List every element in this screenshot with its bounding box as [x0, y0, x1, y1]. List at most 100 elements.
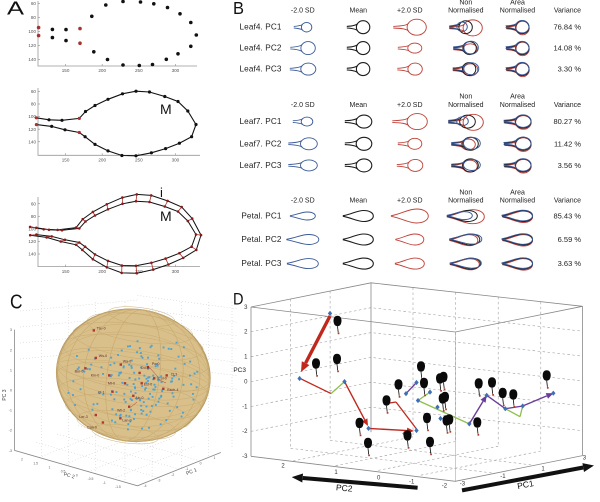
- svg-text:Area: Area: [510, 0, 525, 6]
- svg-text:-2: -2: [9, 429, 12, 433]
- svg-text:80: 80: [31, 102, 37, 107]
- svg-text:150: 150: [62, 158, 70, 163]
- svg-text:C: C: [10, 292, 23, 314]
- svg-text:Petal. PC3: Petal. PC3: [241, 259, 281, 268]
- svg-text:3: 3: [10, 328, 12, 332]
- svg-text:Normalised: Normalised: [500, 198, 536, 205]
- svg-text:Kin-0: Kin-0: [91, 373, 99, 377]
- svg-text:Leaf4. PC3: Leaf4. PC3: [240, 65, 282, 74]
- svg-text:60: 60: [31, 89, 37, 94]
- svg-text:Petal. PC2: Petal. PC2: [241, 235, 281, 244]
- svg-text:-1: -1: [242, 404, 248, 410]
- svg-text:Cvi-0: Cvi-0: [141, 366, 149, 370]
- svg-text:150: 150: [62, 68, 70, 73]
- svg-text:-1: -1: [500, 474, 506, 480]
- svg-text:-2: -2: [171, 473, 174, 477]
- svg-text:Lan-0: Lan-0: [122, 418, 131, 422]
- svg-text:M: M: [160, 208, 172, 224]
- svg-text:-4: -4: [143, 484, 146, 488]
- svg-text:-2.0 SD: -2.0 SD: [291, 102, 315, 109]
- svg-text:1: 1: [48, 465, 50, 469]
- svg-text:Normalised: Normalised: [500, 8, 536, 15]
- svg-text:300: 300: [172, 158, 180, 163]
- svg-text:Mean: Mean: [350, 8, 368, 15]
- svg-text:1: 1: [214, 456, 216, 460]
- svg-text:300: 300: [172, 269, 180, 274]
- svg-text:PC3: PC3: [233, 367, 246, 374]
- svg-text:1: 1: [10, 368, 12, 372]
- svg-text:Col-0: Col-0: [158, 376, 167, 380]
- svg-text:140: 140: [28, 139, 36, 144]
- svg-text:80: 80: [31, 15, 37, 20]
- svg-text:D: D: [233, 291, 244, 309]
- svg-text:A: A: [7, 0, 24, 18]
- svg-text:150: 150: [62, 269, 70, 274]
- svg-text:Mean: Mean: [350, 198, 368, 205]
- svg-text:Normalised: Normalised: [448, 8, 484, 15]
- svg-text:Leaf4. PC1: Leaf4. PC1: [240, 23, 282, 32]
- svg-text:120: 120: [28, 239, 36, 244]
- svg-text:14.08 %: 14.08 %: [553, 44, 581, 53]
- svg-text:60: 60: [31, 1, 37, 6]
- svg-text:Po-0: Po-0: [152, 362, 160, 366]
- svg-text:Leaf7. PC3: Leaf7. PC3: [240, 161, 282, 170]
- svg-text:0: 0: [76, 473, 78, 477]
- svg-text:Wa-0: Wa-0: [123, 360, 131, 364]
- svg-text:+2.0 SD: +2.0 SD: [397, 198, 423, 205]
- svg-text:Petal. PC1: Petal. PC1: [241, 212, 281, 221]
- svg-text:Alc-0: Alc-0: [135, 396, 143, 400]
- svg-text:6.59 %: 6.59 %: [558, 235, 582, 244]
- svg-text:-3: -3: [460, 481, 466, 487]
- svg-text:100: 100: [28, 29, 36, 34]
- svg-text:Wil-2: Wil-2: [117, 409, 125, 413]
- svg-text:Area: Area: [510, 94, 525, 101]
- svg-text:+2.0 SD: +2.0 SD: [397, 102, 423, 109]
- svg-text:Normalised: Normalised: [448, 102, 484, 109]
- svg-text:80.27 %: 80.27 %: [553, 117, 581, 126]
- svg-text:-2: -2: [442, 484, 448, 490]
- svg-text:250: 250: [135, 68, 143, 73]
- svg-text:i: i: [160, 185, 163, 200]
- svg-text:2: 2: [10, 348, 12, 352]
- svg-text:PC 3: PC 3: [2, 389, 8, 400]
- svg-text:Can-0: Can-0: [87, 426, 97, 430]
- svg-text:Normalised: Normalised: [500, 102, 536, 109]
- svg-text:76.84 %: 76.84 %: [553, 23, 581, 32]
- svg-text:2: 2: [21, 458, 23, 462]
- svg-text:Variance: Variance: [554, 198, 581, 205]
- svg-text:3.30 %: 3.30 %: [558, 65, 582, 74]
- svg-text:Non: Non: [459, 189, 472, 196]
- svg-text:0: 0: [10, 389, 12, 393]
- svg-text:CL3: CL3: [171, 372, 178, 376]
- svg-text:120: 120: [28, 43, 36, 48]
- svg-text:Mt-0: Mt-0: [108, 381, 115, 385]
- svg-text:B: B: [233, 0, 244, 18]
- svg-text:3.63 %: 3.63 %: [558, 259, 582, 268]
- svg-text:-3: -3: [242, 454, 248, 460]
- svg-text:Bsch-4: Bsch-4: [167, 388, 178, 392]
- svg-text:-2.0 SD: -2.0 SD: [291, 8, 315, 15]
- svg-text:-1: -1: [9, 409, 12, 413]
- svg-text:140: 140: [28, 57, 36, 62]
- svg-text:Variance: Variance: [554, 8, 581, 15]
- svg-text:1.5: 1.5: [33, 461, 38, 465]
- svg-text:250: 250: [135, 158, 143, 163]
- svg-text:-1: -1: [409, 480, 415, 486]
- svg-text:Est-0: Est-0: [144, 382, 152, 386]
- svg-text:11.42 %: 11.42 %: [554, 139, 581, 148]
- svg-text:Leaf4. PC2: Leaf4. PC2: [240, 44, 282, 53]
- svg-text:Variance: Variance: [554, 102, 581, 109]
- svg-text:Bur-0: Bur-0: [75, 369, 84, 373]
- svg-text:80: 80: [31, 214, 37, 219]
- svg-text:120: 120: [28, 127, 36, 132]
- svg-text:300: 300: [172, 68, 180, 73]
- svg-text:0: 0: [200, 462, 202, 466]
- svg-text:3.56 %: 3.56 %: [558, 161, 582, 170]
- svg-text:-2.0 SD: -2.0 SD: [291, 198, 315, 205]
- svg-text:200: 200: [98, 68, 106, 73]
- svg-text:+2.0 SD: +2.0 SD: [397, 8, 423, 15]
- svg-text:Tsu-0: Tsu-0: [97, 326, 106, 330]
- svg-text:Area: Area: [510, 189, 525, 196]
- svg-text:200: 200: [98, 269, 106, 274]
- svg-text:-1: -1: [103, 481, 106, 485]
